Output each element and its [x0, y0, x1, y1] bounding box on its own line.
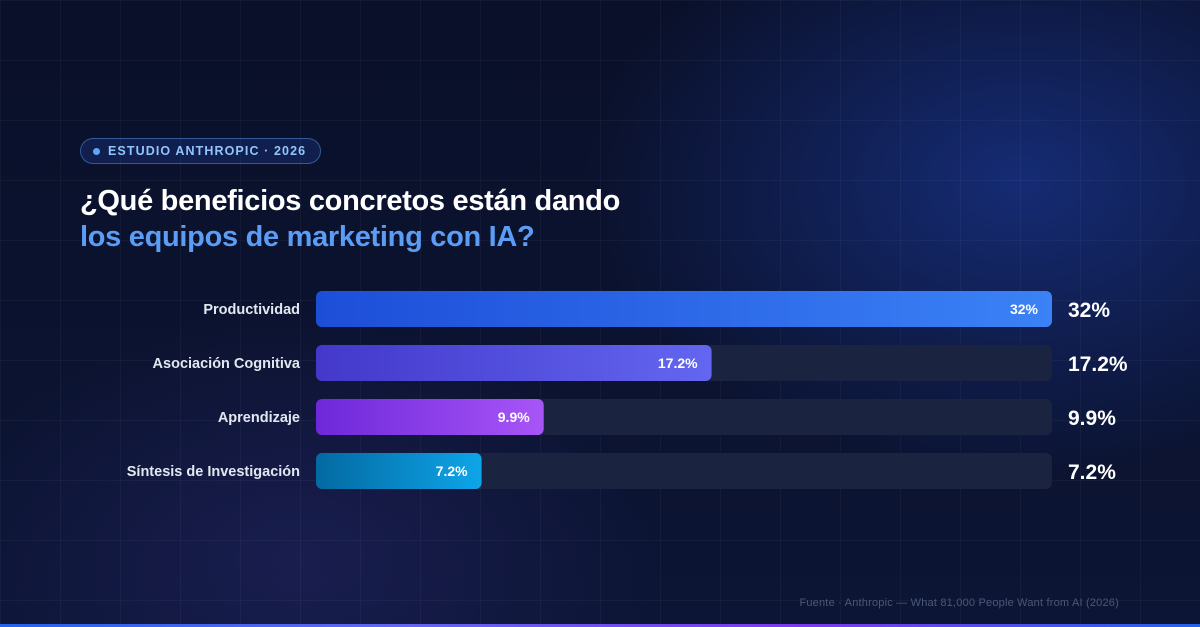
bar-chart: Productividad 32% 32% Asociación Cognitiva 1…: [127, 291, 1128, 489]
category-label: Aprendizaje: [218, 410, 300, 426]
badge-label: ESTUDIO ANTHROPIC · 2026: [108, 144, 307, 158]
bar-data-label: 17.2%: [658, 355, 698, 371]
page-title: ¿Qué beneficios concretos están dando lo…: [80, 183, 620, 255]
bottom-accent-line: [0, 624, 1200, 627]
value-label: 17.2%: [1068, 353, 1128, 376]
value-label: 32%: [1068, 299, 1110, 322]
badge-dot-icon: [93, 147, 100, 155]
study-badge: ESTUDIO ANTHROPIC · 2026: [80, 138, 322, 164]
category-label: Asociación Cognitiva: [153, 356, 301, 372]
title-line-1: ¿Qué beneficios concretos están dando: [80, 185, 621, 217]
bar-track: [316, 453, 1052, 489]
category-label: Productividad: [203, 302, 300, 318]
bar: [316, 291, 1052, 327]
value-label: 9.9%: [1068, 407, 1116, 430]
bar-data-label: 9.9%: [498, 409, 530, 425]
category-label: Síntesis de Investigación: [127, 464, 300, 480]
source-note: Fuente · Anthropic — What 81,000 People …: [799, 597, 1119, 609]
bar-data-label: 7.2%: [436, 463, 468, 479]
bar-data-label: 32%: [1010, 301, 1039, 317]
bar: [316, 345, 712, 381]
bar: [316, 453, 482, 489]
title-line-2: los equipos de marketing con IA?: [80, 221, 535, 253]
bar: [316, 399, 544, 435]
value-label: 7.2%: [1068, 461, 1116, 484]
